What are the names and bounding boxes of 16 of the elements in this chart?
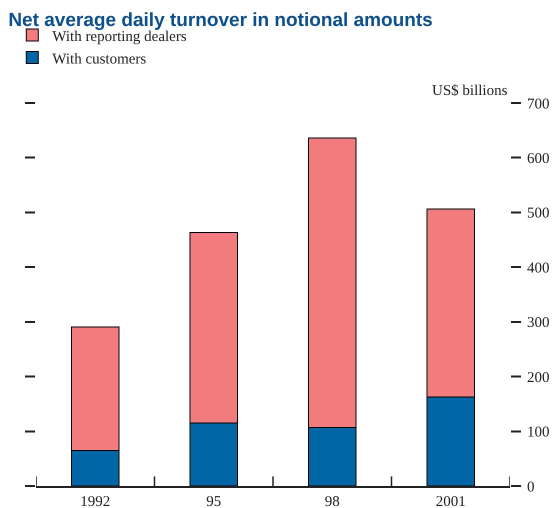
y-tick-label: 200 bbox=[527, 370, 550, 386]
y-tick-label: 300 bbox=[527, 315, 550, 332]
x-tick-label: 98 bbox=[324, 494, 340, 508]
x-tick-label: 2001 bbox=[436, 494, 466, 508]
y-tick-label: 500 bbox=[527, 206, 550, 222]
y-tick-label: 700 bbox=[527, 96, 550, 112]
y-tick-label: 0 bbox=[527, 479, 534, 496]
y-tick-label: 100 bbox=[527, 424, 550, 441]
chart-title: Net average daily turnover in notional amounts bbox=[8, 10, 433, 31]
y-tick-label: 400 bbox=[527, 260, 550, 276]
legend-label: With reporting dealers bbox=[52, 28, 187, 45]
y-tick-label: 600 bbox=[527, 150, 550, 167]
legend-label: With customers bbox=[52, 51, 146, 68]
x-tick-label: 95 bbox=[206, 494, 222, 508]
x-tick-label: 1992 bbox=[80, 494, 110, 508]
y-axis-title: US$ billions bbox=[432, 83, 508, 99]
